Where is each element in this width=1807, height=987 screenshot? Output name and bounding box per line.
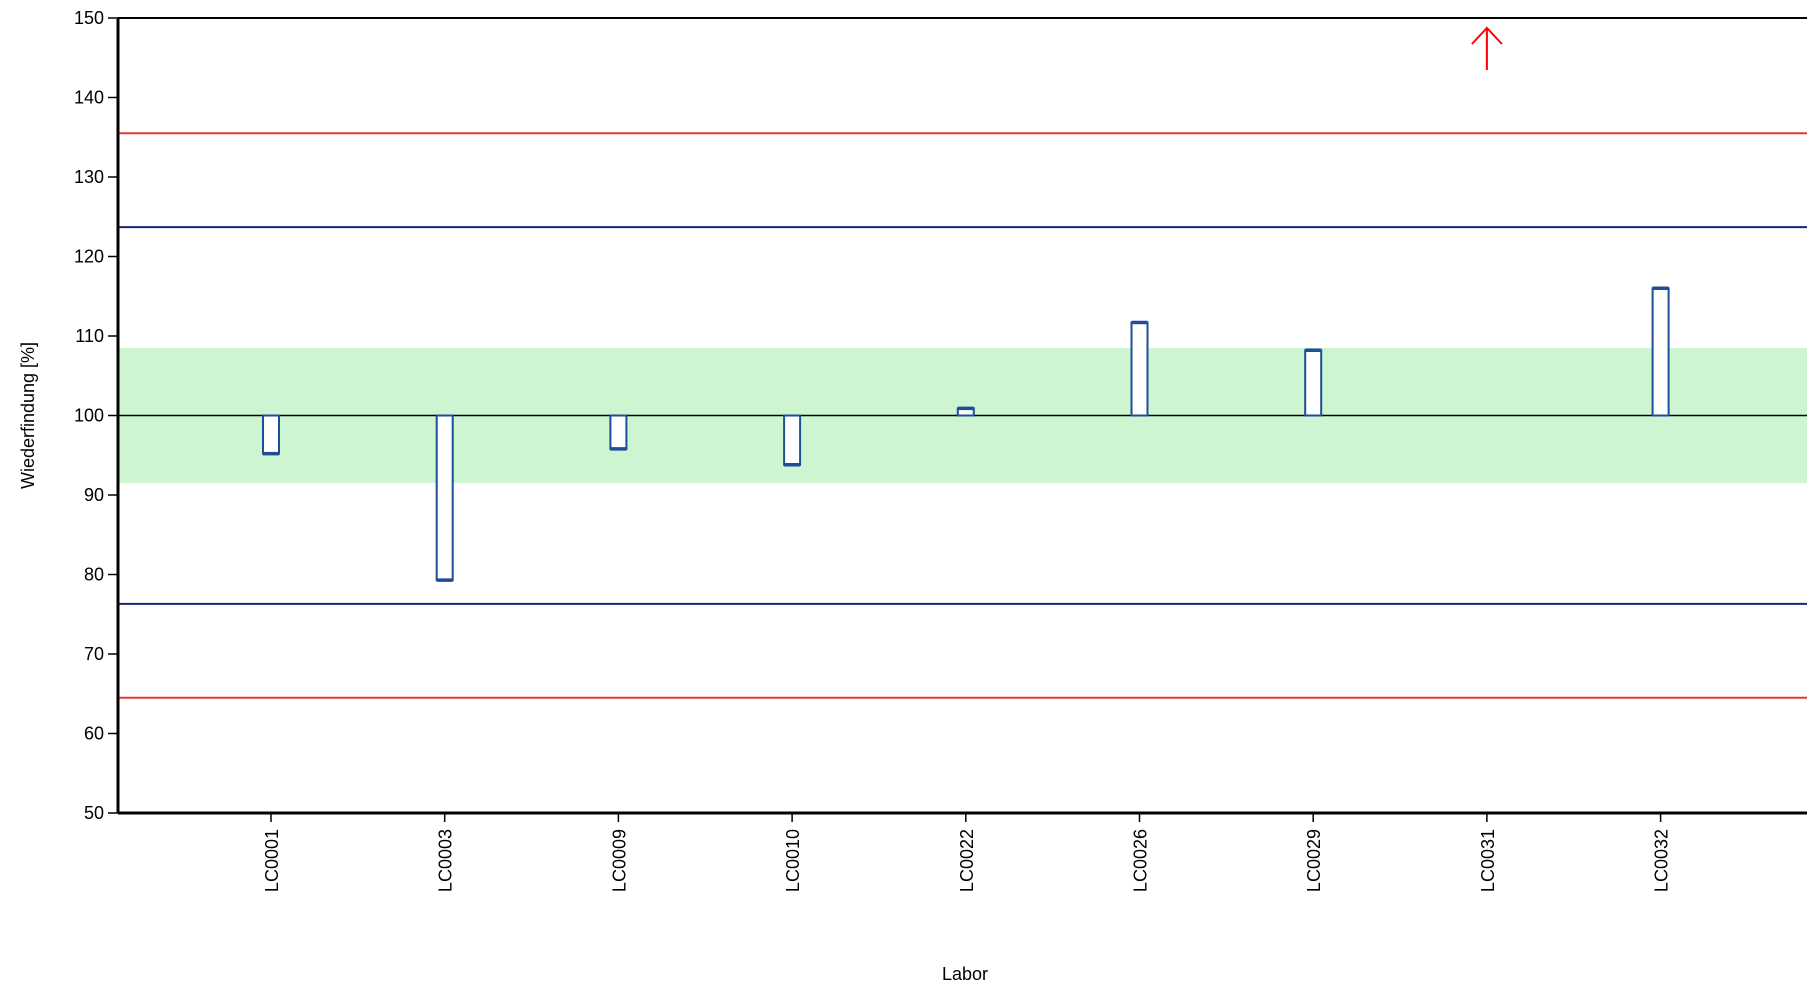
arrow-head [1471, 26, 1503, 45]
bar [609, 414, 628, 450]
x-tick-label: LC0032 [1652, 829, 1672, 892]
x-tick-label: LC0022 [957, 829, 977, 892]
x-tick-label: LC0026 [1131, 829, 1151, 892]
x-ticks-layer: LC0001 LC0003 LC0009 LC0010 LC0022 LC0026 LC00… [262, 813, 1672, 892]
y-tick-label: 130 [74, 167, 104, 187]
bar [1304, 349, 1323, 417]
x-tick-label: LC0031 [1478, 829, 1498, 892]
y-tick-label: 80 [84, 565, 104, 585]
y-ticks-layer: 50 60 70 80 90 100 110 120 130 140 150 [74, 8, 118, 823]
bar [435, 414, 454, 582]
x-tick-label: LC0029 [1304, 829, 1324, 892]
x-tick-label: LC0003 [436, 829, 456, 892]
out-of-range-markers-layer [1471, 26, 1503, 70]
x-tick-label: LC0001 [262, 829, 282, 892]
x-tick-label: LC0009 [609, 829, 629, 892]
y-tick-label: 110 [75, 326, 104, 346]
x-tick-label: LC0010 [783, 829, 803, 892]
y-axis-title: Wiederfindung [%] [18, 342, 38, 489]
bar [783, 414, 802, 466]
y-tick-label: 90 [84, 485, 104, 505]
y-tick-label: 150 [74, 8, 104, 28]
limit-lines-layer [118, 132, 1807, 699]
y-tick-label: 140 [74, 88, 104, 108]
bars-layer [262, 286, 1670, 582]
y-tick-label: 100 [74, 406, 104, 426]
out-of-range-arrow [1471, 26, 1503, 70]
y-tick-label: 120 [74, 247, 104, 267]
y-tick-label: 50 [84, 803, 104, 823]
bar [1651, 287, 1670, 417]
bar [1130, 321, 1149, 417]
y-tick-label: 60 [84, 724, 104, 744]
x-axis-title: Labor [942, 964, 988, 984]
bar [262, 414, 280, 455]
y-tick-label: 70 [84, 644, 104, 664]
